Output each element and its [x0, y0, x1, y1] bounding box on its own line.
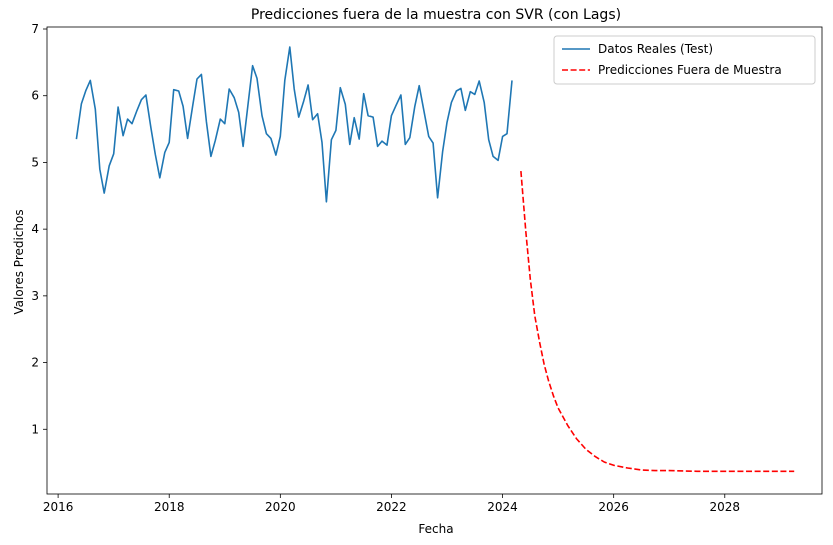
x-tick-label: 2024: [487, 500, 518, 514]
y-tick-label: 2: [31, 356, 39, 370]
legend-label-1: Predicciones Fuera de Muestra: [598, 63, 782, 77]
chart-title: Predicciones fuera de la muestra con SVR…: [251, 7, 621, 23]
y-tick-label: 6: [31, 89, 39, 103]
x-tick-label: 2026: [598, 500, 629, 514]
x-tick-label: 2022: [376, 500, 407, 514]
y-tick-label: 4: [31, 222, 39, 236]
y-axis-title: Valores Predichos: [12, 209, 26, 314]
y-tick-label: 5: [31, 155, 39, 169]
x-axis-title: Fecha: [418, 522, 453, 536]
y-tick-label: 3: [31, 289, 39, 303]
x-tick-label: 2028: [710, 500, 741, 514]
legend-box: [553, 35, 816, 85]
y-tick-label: 7: [31, 22, 39, 36]
legend-label-0: Datos Reales (Test): [598, 42, 713, 56]
series-line-1: [520, 171, 795, 473]
x-axis: 2016 2018 2020 2022 2024 2026 2028: [43, 494, 740, 514]
y-axis: 1 2 3 4 5 6 7: [31, 22, 47, 436]
y-tick-label: 1: [31, 422, 39, 436]
legend: Datos Reales (Test) Predicciones Fuera de…: [553, 35, 816, 85]
plot-area: [46, 26, 823, 495]
plot-frame: [46, 26, 823, 495]
x-tick-label: 2016: [43, 500, 74, 514]
series-line-0: [75, 46, 513, 203]
x-tick-label: 2018: [154, 500, 185, 514]
x-tick-label: 2020: [265, 500, 296, 514]
